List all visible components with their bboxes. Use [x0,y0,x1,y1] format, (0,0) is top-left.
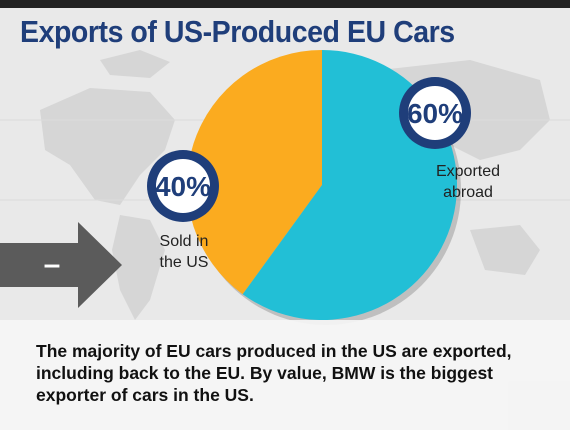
arrow-symbol: – [44,248,61,281]
slice-label-sold-1: the US [160,254,209,271]
slice-label-sold-0: Sold in [160,233,209,250]
slice-label-exported-0: Exported [436,163,500,180]
value-badge-exported [408,86,462,140]
data-label-exported: 60% [407,98,463,129]
slice-label-exported-1: abroad [443,184,493,201]
top-frame-bar [0,0,570,8]
pie-chart: 40% Sold in the US 60% Exported abroad [147,50,500,325]
footer-panel [0,320,570,430]
pie-slice-sold [187,50,322,295]
value-badge-sold [156,159,210,213]
footer-text: The majority of EU cars produced in the … [36,341,512,405]
data-label-sold: 40% [155,171,211,202]
page-title: Exports of US-Produced EU Cars [20,14,455,49]
arrow-graphic: – [0,222,122,308]
